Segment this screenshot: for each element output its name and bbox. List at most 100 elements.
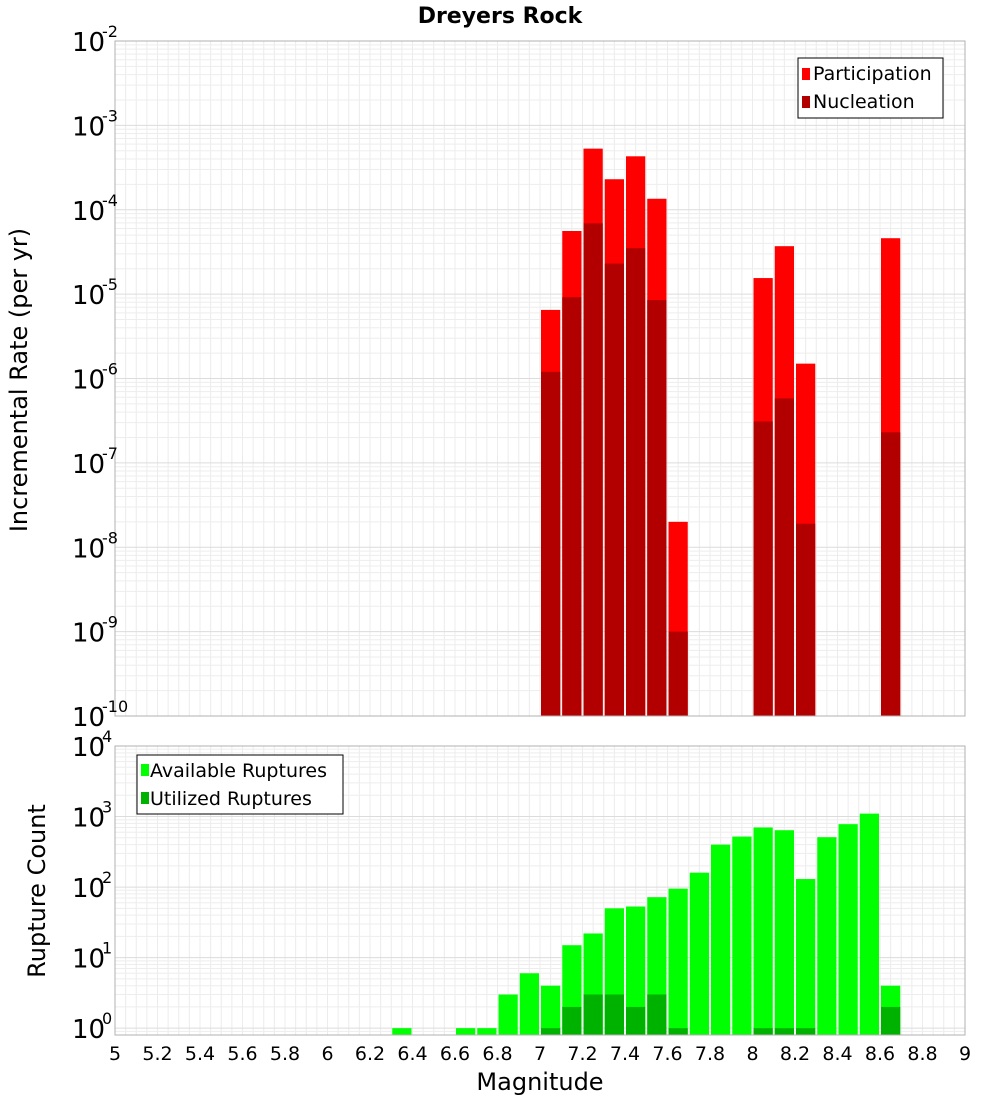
bar-available-ruptures	[477, 1028, 497, 1035]
top-y-tick-label: 10	[72, 197, 105, 227]
bottom-y-tick-label: 10	[72, 733, 105, 763]
bar-nucleation	[647, 300, 667, 716]
bar-available-ruptures	[774, 830, 794, 1035]
bar-utilized-ruptures	[647, 994, 667, 1035]
x-axis-ticks: 5 5.2 5.4 5.6 5.8 6 6.2 6.4 6.6 6.8 7 7.2 7.4 7.6 7.8 8…	[109, 1043, 971, 1065]
legend-label-available: Available Ruptures	[150, 760, 327, 782]
top-y-tick-label: 10	[72, 28, 105, 58]
bar-nucleation	[583, 223, 603, 716]
bar-available-ruptures	[668, 888, 688, 1035]
x-tick-label: 6.2	[355, 1043, 385, 1065]
x-tick-label: 7.2	[567, 1043, 597, 1065]
top-y-axis-label: Incremental Rate (per yr)	[5, 228, 33, 532]
x-tick-label: 5.8	[270, 1043, 300, 1065]
top-y-tick-exponent: -6	[102, 360, 118, 379]
x-tick-label: 8.4	[822, 1043, 852, 1065]
bar-available-ruptures	[711, 844, 731, 1035]
bar-available-ruptures	[817, 837, 837, 1035]
bar-utilized-ruptures	[774, 1028, 794, 1035]
top-y-tick-label: 10	[72, 534, 105, 564]
top-y-tick-exponent: -7	[102, 444, 118, 463]
bottom-legend: Available Ruptures Utilized Ruptures	[136, 754, 344, 815]
bar-nucleation	[562, 297, 582, 716]
bottom-y-tick-exponent: 2	[102, 868, 112, 887]
bar-utilized-ruptures	[796, 1028, 816, 1035]
top-y-tick-label: 10	[72, 450, 105, 480]
bottom-y-tick-label: 10	[72, 945, 105, 975]
bar-utilized-ruptures	[583, 994, 603, 1035]
bar-available-ruptures	[689, 872, 709, 1035]
bar-utilized-ruptures	[562, 1006, 582, 1035]
top-y-tick-exponent: -3	[102, 106, 118, 125]
top-y-tick-exponent: -9	[102, 613, 118, 632]
x-tick-label: 5.2	[142, 1043, 172, 1065]
bar-nucleation	[604, 263, 624, 716]
x-axis-label: Magnitude	[476, 1068, 603, 1096]
bar-utilized-ruptures	[626, 1006, 646, 1035]
legend-label-participation: Participation	[813, 63, 932, 85]
bar-utilized-ruptures	[541, 1028, 561, 1035]
bottom-y-tick-exponent: 0	[102, 1009, 112, 1028]
top-y-tick-exponent: -10	[102, 697, 128, 716]
x-tick-label: 6.8	[482, 1043, 512, 1065]
top-y-tick-label: 10	[72, 703, 105, 733]
x-tick-label: 8.6	[865, 1043, 895, 1065]
bar-nucleation	[753, 421, 773, 716]
top-panel-bars	[541, 148, 901, 717]
bar-available-ruptures	[626, 906, 646, 1035]
bar-available-ruptures	[519, 973, 539, 1035]
bottom-legend-box	[136, 754, 344, 815]
bar-available-ruptures	[456, 1028, 476, 1035]
bottom-panel-frame	[114, 745, 966, 1036]
bar-available-ruptures	[732, 836, 752, 1035]
chart-title: Dreyers Rock	[418, 4, 584, 29]
bar-utilized-ruptures	[881, 1006, 901, 1035]
x-tick-label: 6.6	[440, 1043, 470, 1065]
legend-swatch-participation	[802, 68, 810, 80]
top-legend-box	[797, 57, 944, 119]
bottom-y-tick-exponent: 1	[102, 939, 112, 958]
x-tick-label: 8.8	[907, 1043, 937, 1065]
bar-nucleation	[796, 523, 816, 716]
bar-nucleation	[626, 248, 646, 717]
x-tick-label: 8.2	[780, 1043, 810, 1065]
top-y-tick-exponent: -5	[102, 275, 118, 294]
top-y-tick-label: 10	[72, 619, 105, 649]
x-tick-label: 5.6	[227, 1043, 257, 1065]
bar-utilized-ruptures	[668, 1028, 688, 1035]
bar-utilized-ruptures	[604, 994, 624, 1035]
x-tick-label: 5	[109, 1043, 121, 1065]
legend-label-utilized: Utilized Ruptures	[150, 788, 312, 810]
top-legend: Participation Nucleation	[797, 57, 944, 119]
x-tick-label: 6.4	[397, 1043, 427, 1065]
bar-available-ruptures	[838, 824, 858, 1035]
legend-swatch-nucleation	[802, 96, 810, 108]
top-y-tick-exponent: -2	[102, 22, 118, 41]
top-y-tick-exponent: -8	[102, 528, 118, 547]
bar-available-ruptures	[796, 879, 816, 1035]
bar-available-ruptures	[392, 1028, 412, 1035]
x-tick-label: 8	[746, 1043, 758, 1065]
bottom-y-tick-label: 10	[72, 804, 105, 834]
bar-available-ruptures	[859, 813, 879, 1035]
top-y-tick-label: 10	[72, 366, 105, 396]
x-tick-label: 5.4	[185, 1043, 215, 1065]
top-y-tick-label: 10	[72, 281, 105, 311]
bottom-panel-bars	[392, 813, 901, 1035]
bar-nucleation	[541, 371, 561, 716]
bar-utilized-ruptures	[753, 1028, 773, 1035]
bottom-y-axis-label: Rupture Count	[23, 804, 51, 978]
top-y-tick-label: 10	[72, 112, 105, 142]
x-tick-label: 7	[534, 1043, 546, 1065]
bar-available-ruptures	[498, 994, 518, 1035]
top-y-tick-exponent: -4	[102, 191, 118, 210]
bar-nucleation	[881, 432, 901, 716]
bottom-y-tick-label: 10	[72, 874, 105, 904]
bar-available-ruptures	[753, 827, 773, 1035]
x-tick-label: 7.8	[695, 1043, 725, 1065]
bar-available-ruptures	[541, 985, 561, 1035]
x-tick-label: 6	[321, 1043, 333, 1065]
